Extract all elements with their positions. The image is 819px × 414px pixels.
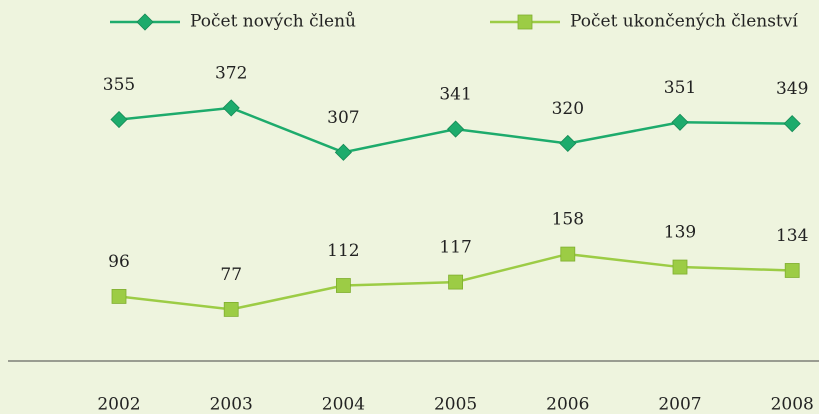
square-marker (784, 263, 800, 278)
x-tick-label: 2007 (658, 395, 701, 414)
data-label: 372 (215, 63, 247, 83)
data-label: 320 (552, 99, 584, 119)
square-marker (335, 278, 351, 293)
x-tick-label: 2006 (546, 395, 589, 414)
diamond-marker (334, 143, 352, 161)
data-label: 112 (327, 241, 359, 261)
data-label: 349 (776, 79, 808, 99)
legend-label: Počet ukončených členství (570, 12, 798, 32)
square-marker (560, 246, 576, 262)
square-marker (517, 14, 533, 30)
diamond-marker (783, 115, 801, 133)
diamond-marker (671, 113, 689, 131)
data-label: 355 (103, 75, 135, 95)
square-marker (111, 289, 127, 304)
x-tick-label: 2005 (434, 395, 477, 414)
square-marker (223, 302, 239, 317)
data-label: 139 (664, 223, 696, 243)
square-marker (672, 259, 688, 275)
data-label: 158 (552, 210, 584, 230)
diamond-marker (136, 13, 154, 31)
data-label: 341 (439, 85, 471, 105)
legend-label: Počet nových členů (190, 12, 356, 32)
diamond-marker (447, 120, 465, 138)
data-label: 117 (439, 238, 471, 258)
data-label: 134 (776, 226, 808, 246)
x-tick-label: 2008 (771, 395, 814, 414)
x-tick-label: 2004 (322, 395, 365, 414)
x-tick-label: 2003 (210, 395, 253, 414)
diamond-marker (110, 110, 128, 129)
data-label: 351 (664, 78, 696, 98)
x-tick-label: 2002 (97, 395, 140, 414)
diamond-marker (222, 99, 240, 117)
data-label: 77 (220, 265, 242, 285)
data-label: 96 (108, 252, 130, 272)
diamond-marker (559, 134, 577, 152)
square-marker (448, 274, 464, 290)
data-label: 307 (327, 108, 359, 128)
